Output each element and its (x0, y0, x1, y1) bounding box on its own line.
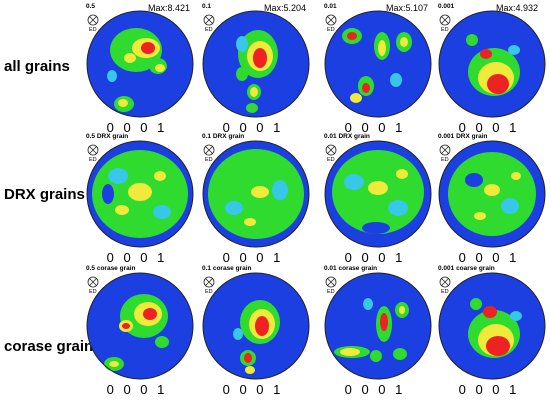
ed-marker-icon (325, 14, 337, 26)
pole-figure-panel: 0.01 DRX grain ED 0 0 0 1 (316, 132, 434, 268)
panel-caption: 0.01 DRX grain (324, 133, 370, 140)
max-value: Max:4.932 (496, 3, 539, 13)
miller-index: 0 0 0 1 (106, 382, 168, 397)
ed-label: ED (441, 157, 449, 163)
miller-index: 0 0 0 1 (458, 250, 520, 265)
panel-caption: 0.001 coarse grain (438, 265, 495, 272)
pole-figure (324, 272, 432, 380)
ed-label: ED (205, 289, 213, 295)
panel-caption: 0.01 (324, 3, 337, 10)
ed-label: ED (441, 289, 449, 295)
pole-figure-panel: 0.001 DRX grain ED 0 0 0 1 (430, 132, 548, 268)
ed-label: ED (205, 27, 213, 33)
miller-index: 0 0 0 1 (222, 250, 284, 265)
miller-index: 0 0 0 1 (344, 250, 406, 265)
ed-label: ED (327, 27, 335, 33)
ed-label: ED (441, 27, 449, 33)
max-value: Max:5.204 (264, 3, 307, 13)
ed-marker-icon (439, 276, 451, 288)
pole-figure-panel: 0.5 corase grain ED 0 0 0 1 (78, 264, 196, 400)
pole-figure-panel: 0.5 DRX grain ED 0 0 0 1 (78, 132, 196, 268)
miller-index: 0 0 0 1 (344, 120, 406, 135)
panel-caption: 0.5 (86, 3, 96, 10)
pole-figure (438, 272, 546, 380)
ed-marker-icon (439, 144, 451, 156)
pole-figure (202, 140, 310, 248)
pole-figure (438, 140, 546, 248)
ed-label: ED (89, 157, 97, 163)
pole-figure-panel: 0.1 DRX grain ED 0 0 0 1 (194, 132, 312, 268)
ed-marker-icon (203, 14, 215, 26)
ed-marker-icon (203, 276, 215, 288)
pole-figure-panel: 0.1 Max:5.204 ED 0 0 0 1 (194, 2, 312, 138)
max-value: Max:5.107 (386, 3, 429, 13)
ed-label: ED (327, 289, 335, 295)
miller-index: 0 0 0 1 (222, 382, 284, 397)
ed-marker-icon (87, 14, 99, 26)
panel-caption: 0.01 corase grain (324, 265, 378, 272)
pole-figure (86, 272, 194, 380)
pole-figure-panel: 0.01 corase grain ED 0 0 0 1 (316, 264, 434, 400)
pole-figure-panel: 0.001 coarse grain ED 0 0 0 1 (430, 264, 548, 400)
panel-caption: 0.001 DRX grain (438, 133, 488, 140)
ed-label: ED (205, 157, 213, 163)
pole-figure (202, 272, 310, 380)
ed-label: ED (89, 27, 97, 33)
pole-figure (202, 10, 310, 118)
pole-figure (438, 10, 546, 118)
miller-index: 0 0 0 1 (222, 120, 284, 135)
miller-index: 0 0 0 1 (106, 120, 168, 135)
pole-figure-panel: 0.01 Max:5.107 ED 0 0 0 1 (316, 2, 434, 138)
pole-figure (86, 10, 194, 118)
ed-label: ED (89, 289, 97, 295)
panel-caption: 0.1 corase grain (202, 265, 252, 272)
ed-marker-icon (203, 144, 215, 156)
pole-figure (324, 140, 432, 248)
panel-caption: 0.001 (438, 3, 455, 10)
panel-caption: 0.5 DRX grain (86, 133, 129, 140)
row-label-coarse-grains: corase grains (4, 338, 102, 355)
miller-index: 0 0 0 1 (344, 382, 406, 397)
pole-figure-panel: 0.5 Max:8.421 ED 0 0 0 1 (78, 2, 196, 138)
row-label-all-grains: all grains (4, 58, 70, 75)
panel-caption: 0.1 DRX grain (202, 133, 245, 140)
ed-marker-icon (87, 276, 99, 288)
pole-figure-panel: 0.001 Max:4.932 ED 0 0 0 1 (430, 2, 548, 138)
panel-caption: 0.5 corase grain (86, 265, 136, 272)
pole-figure (86, 140, 194, 248)
miller-index: 0 0 0 1 (458, 120, 520, 135)
miller-index: 0 0 0 1 (106, 250, 168, 265)
row-label-drx-grains: DRX grains (4, 186, 85, 203)
pole-figure (324, 10, 432, 118)
miller-index: 0 0 0 1 (458, 382, 520, 397)
ed-marker-icon (87, 144, 99, 156)
panel-caption: 0.1 (202, 3, 212, 10)
ed-marker-icon (439, 14, 451, 26)
ed-marker-icon (325, 144, 337, 156)
pole-figure-panel: 0.1 corase grain ED 0 0 0 1 (194, 264, 312, 400)
ed-marker-icon (325, 276, 337, 288)
ed-label: ED (327, 157, 335, 163)
max-value: Max:8.421 (148, 3, 191, 13)
